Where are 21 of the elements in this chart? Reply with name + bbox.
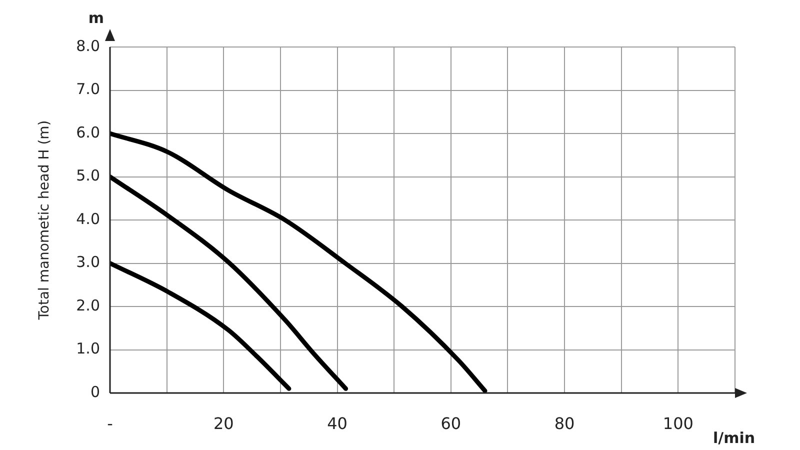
line-series — [110, 261, 292, 391]
y-tick-label: 4.0 — [76, 210, 100, 228]
x-tick-label: 100 — [662, 414, 694, 433]
y-axis-title: Total manometic head H (m) — [36, 120, 53, 321]
y-tick-label: 5.0 — [76, 166, 100, 185]
line-series — [110, 131, 488, 393]
y-tick-label: 3.0 — [76, 253, 100, 272]
x-tick-label: 20 — [213, 414, 234, 433]
x-tick-label: 40 — [327, 414, 348, 433]
y-tick-label: 2.0 — [76, 296, 100, 314]
x-tick-label: 80 — [554, 414, 575, 433]
x-tick-label: - — [107, 414, 113, 433]
y-tick-label: 0 — [90, 382, 100, 401]
x-axis-title: l/min — [713, 428, 756, 447]
y-tick-label: 1.0 — [76, 340, 100, 358]
line-series — [110, 174, 348, 391]
y-tick-label: 6.0 — [76, 123, 100, 142]
y-tick-label: 8.0 — [76, 36, 100, 55]
text: m — [88, 8, 104, 27]
y-tick-label: 7.0 — [76, 80, 100, 98]
x-tick-label: 60 — [440, 414, 462, 433]
